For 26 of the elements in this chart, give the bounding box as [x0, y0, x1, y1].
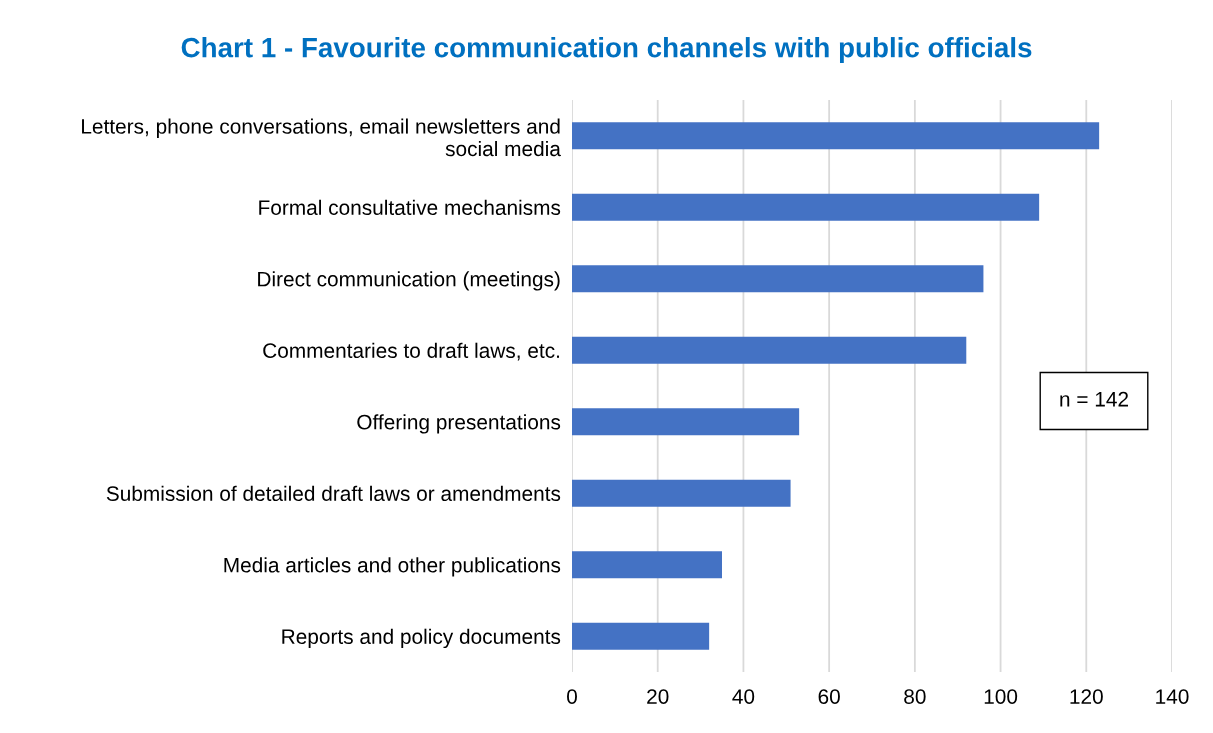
annotation: n = 142 [1060, 391, 1128, 407]
y-tick-label: Submission of detailed draft laws or amendments [106, 485, 561, 501]
x-tick-label: 140 [1156, 689, 1189, 704]
y-tick-label: Reports and policy documents [282, 628, 561, 649]
y-tick-label: Commentaries to draft laws, etc. [263, 342, 560, 361]
bar [572, 336, 967, 364]
y-tick-label: Media articles and other publications [224, 557, 561, 577]
x-tick-label: 60 [818, 689, 840, 704]
bar [572, 265, 984, 293]
x-tick-label: 100 [984, 689, 1018, 704]
bar [572, 408, 800, 436]
x-tick-label: 0 [567, 689, 577, 704]
x-tick-label: 120 [1070, 689, 1103, 704]
bar [572, 122, 1100, 150]
x-tick-label: 40 [732, 689, 755, 704]
y-tick-label: Letters, phone conversations, email newsletters and social media [82, 118, 561, 157]
y-tick-label: Formal consultative mechanisms [259, 199, 561, 215]
bar [572, 479, 791, 507]
x-tick-label: 20 [647, 689, 669, 704]
chart-title: Chart 1 - Favourite communication channels with public officials [181, 37, 1032, 63]
x-tick-label: 80 [904, 689, 926, 704]
y-tick-label: Direct communication (meetings) [258, 271, 560, 291]
y-tick-label: Offering presentations [357, 414, 561, 434]
bar [572, 551, 722, 579]
bar [572, 193, 1040, 221]
bar [572, 622, 710, 650]
